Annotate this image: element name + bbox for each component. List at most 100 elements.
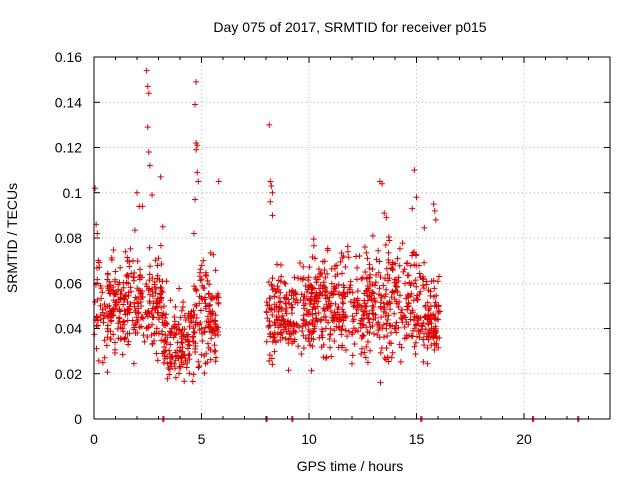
data-point (334, 309, 341, 316)
data-point (298, 350, 305, 357)
data-point (384, 333, 391, 340)
data-point (122, 334, 129, 341)
data-point (157, 242, 164, 249)
data-point (158, 261, 165, 268)
data-point (360, 312, 367, 319)
data-point (186, 323, 193, 330)
data-point (191, 329, 198, 336)
data-point (161, 353, 168, 360)
data-point (143, 67, 150, 74)
data-point (167, 341, 174, 348)
data-point (136, 294, 143, 301)
data-point (149, 305, 156, 312)
y-tick-label: 0.12 (55, 140, 82, 156)
data-point (364, 328, 371, 335)
data-point (167, 297, 174, 304)
data-point (378, 314, 385, 321)
data-point (104, 322, 111, 329)
data-point (211, 317, 218, 324)
data-point (435, 302, 442, 309)
data-point (267, 306, 274, 313)
data-point (154, 272, 161, 279)
data-point (317, 271, 324, 278)
data-point (153, 350, 160, 357)
data-point (375, 319, 382, 326)
data-point (159, 289, 166, 296)
data-point (193, 303, 200, 310)
data-point (193, 286, 200, 293)
data-point (267, 330, 274, 337)
data-point (272, 322, 279, 329)
data-point (324, 270, 331, 277)
data-point (176, 285, 183, 292)
data-point (349, 289, 356, 296)
data-point (116, 315, 123, 322)
data-point (362, 307, 369, 314)
data-point (149, 288, 156, 295)
data-point (278, 261, 285, 268)
data-point (395, 324, 402, 331)
data-point (422, 302, 429, 309)
data-point (300, 263, 307, 270)
data-point (151, 284, 158, 291)
data-point (283, 304, 290, 311)
data-point (348, 360, 355, 367)
data-point (212, 358, 219, 365)
data-point (308, 367, 315, 374)
data-point (382, 241, 389, 248)
data-point (301, 305, 308, 312)
data-point (134, 285, 141, 292)
data-point (367, 347, 374, 354)
data-point (313, 315, 320, 322)
data-point (335, 304, 342, 311)
data-point (309, 319, 315, 326)
data-point (422, 326, 429, 333)
data-point (388, 329, 395, 336)
data-point (349, 313, 356, 320)
data-point (119, 319, 126, 326)
data-point (342, 327, 349, 334)
data-point (163, 278, 170, 285)
data-point (101, 337, 108, 344)
data-point (340, 300, 347, 307)
data-point (334, 271, 341, 278)
data-point (424, 299, 431, 306)
data-point (356, 253, 363, 260)
data-point (186, 356, 193, 363)
data-point (269, 286, 276, 293)
data-point (407, 316, 414, 323)
data-point (369, 266, 376, 273)
data-point (330, 318, 337, 325)
y-tick-label: 0 (74, 411, 82, 427)
data-point (385, 312, 392, 319)
data-point (431, 315, 438, 322)
data-point (275, 308, 282, 315)
data-point (310, 304, 317, 311)
data-point (134, 189, 140, 196)
data-point (307, 342, 314, 349)
data-point (313, 298, 320, 305)
data-point (125, 292, 132, 299)
data-point (177, 314, 184, 321)
data-point (393, 284, 400, 291)
data-point (144, 83, 151, 90)
data-point (200, 257, 207, 264)
data-point (193, 146, 200, 153)
data-point (142, 309, 149, 316)
data-point (172, 303, 179, 310)
data-point (436, 273, 443, 280)
data-point (417, 288, 424, 295)
data-point (192, 101, 199, 108)
data-point (190, 371, 197, 378)
data-point (285, 325, 292, 332)
data-point (430, 201, 437, 208)
data-point (403, 334, 410, 341)
data-point (358, 345, 365, 352)
data-point (404, 306, 411, 313)
data-point (413, 321, 420, 328)
data-point (110, 306, 117, 313)
data-point (397, 292, 404, 299)
data-point (148, 332, 155, 339)
data-point (411, 343, 418, 350)
data-point (419, 275, 426, 282)
